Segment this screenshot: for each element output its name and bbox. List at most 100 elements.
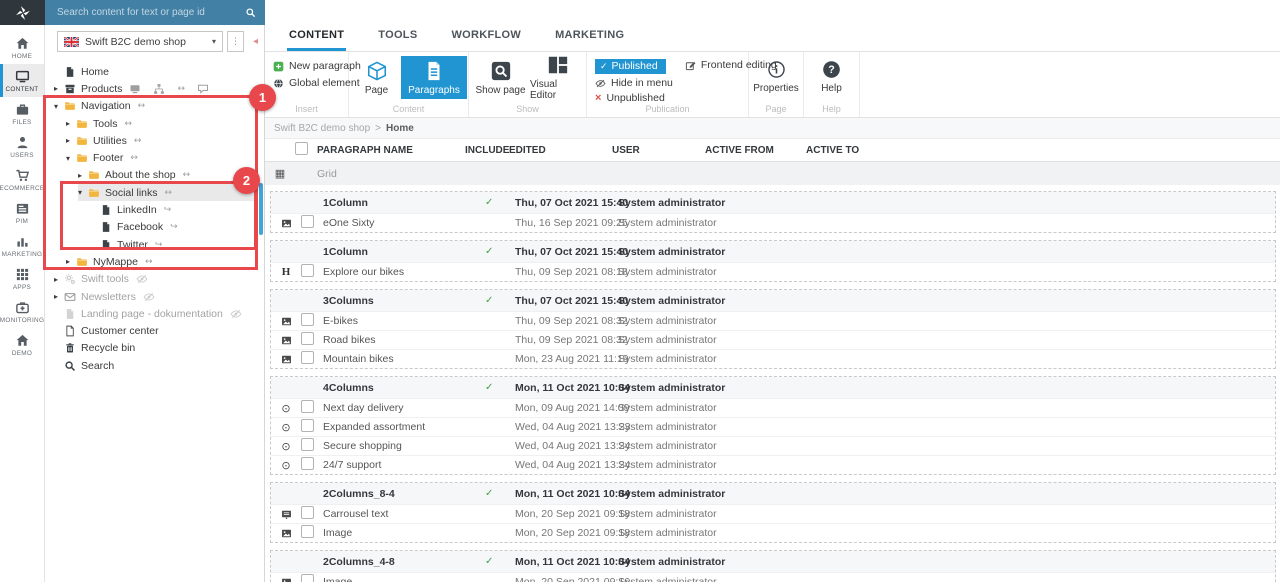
- paragraph-row-mountain-bikes[interactable]: Mountain bikes Mon, 23 Aug 2021 11:19 Sy…: [271, 349, 1275, 368]
- collapse-panel-icon[interactable]: ◂: [253, 36, 259, 47]
- search-input[interactable]: [57, 7, 245, 18]
- sidebar-item-users[interactable]: USERS: [0, 130, 44, 163]
- paragraphs-button[interactable]: Paragraphs: [401, 56, 467, 99]
- tree-item-nymappe[interactable]: ▸ NyMappe ↔: [66, 255, 153, 268]
- breadcrumb-site[interactable]: Swift B2C demo shop: [274, 122, 371, 134]
- tree-item-swift-tools[interactable]: ▸ Swift tools: [54, 271, 254, 288]
- paragraph-row-road-bikes[interactable]: Road bikes Thu, 09 Sep 2021 08:32 System…: [271, 330, 1275, 349]
- sidebar-item-marketing[interactable]: MARKETING: [0, 229, 44, 262]
- show-page-button[interactable]: Show page: [473, 56, 528, 99]
- sidebar-item-demo[interactable]: DEMO: [0, 328, 44, 361]
- grid-row[interactable]: ▦ Grid: [265, 162, 1280, 185]
- published-button[interactable]: ✓ Published: [595, 59, 666, 74]
- select-all-checkbox[interactable]: [295, 142, 308, 155]
- row-checkbox[interactable]: [301, 264, 314, 277]
- tree-item-navigation[interactable]: ▾ Navigation ↔: [54, 100, 146, 113]
- tree-item-customer-center[interactable]: Customer center: [54, 322, 254, 339]
- row-checkbox[interactable]: [301, 332, 314, 345]
- tree-item-search[interactable]: Search: [54, 357, 254, 374]
- sidebar-item-content[interactable]: CONTENT: [0, 64, 44, 97]
- tree-item-twitter[interactable]: Twitter ↪: [90, 236, 254, 253]
- group-header-row[interactable]: 4Columns ✓ Mon, 11 Oct 2021 10:04 System…: [271, 377, 1275, 398]
- paragraph-row-explore-our-bikes[interactable]: H Explore our bikes Thu, 09 Sep 2021 08:…: [271, 262, 1275, 281]
- row-checkbox[interactable]: [301, 574, 314, 582]
- tab-marketing[interactable]: MARKETING: [555, 29, 625, 41]
- tree-item-social-links[interactable]: ▾ Social links ↔: [78, 184, 254, 202]
- site-options-button[interactable]: ⋮: [227, 31, 244, 52]
- tree-item-home[interactable]: Home: [54, 63, 254, 80]
- row-checkbox[interactable]: [301, 457, 314, 470]
- col-active-from[interactable]: ACTIVE FROM: [705, 144, 774, 156]
- paragraph-row-expanded-assortment[interactable]: ⊙ Expanded assortment Wed, 04 Aug 2021 1…: [271, 417, 1275, 436]
- paragraph-row-24-7-support[interactable]: ⊙ 24/7 support Wed, 04 Aug 2021 13:24 Sy…: [271, 455, 1275, 474]
- row-checkbox[interactable]: [301, 525, 314, 538]
- help-button[interactable]: ? Help: [804, 52, 859, 94]
- row-checkbox[interactable]: [301, 419, 314, 432]
- tree-item-recycle-bin[interactable]: Recycle bin: [54, 340, 254, 357]
- chevron-right-icon[interactable]: ▸: [66, 136, 71, 146]
- sidebar-item-ecommerce[interactable]: ECOMMERCE: [0, 163, 44, 196]
- chevron-right-icon[interactable]: ▸: [54, 84, 59, 94]
- paragraph-row-eone-sixty[interactable]: eOne Sixty Thu, 16 Sep 2021 09:25 System…: [271, 213, 1275, 232]
- paragraph-row-e-bikes[interactable]: E-bikes Thu, 09 Sep 2021 08:32 System ad…: [271, 311, 1275, 330]
- sidebar-item-pim[interactable]: PIM: [0, 196, 44, 229]
- tree-item-newsletters[interactable]: ▸ Newsletters: [54, 288, 254, 305]
- tree-item-products[interactable]: ▸ Products ↔: [54, 80, 254, 97]
- visual-editor-button[interactable]: Visual Editor: [530, 56, 585, 101]
- sidebar-item-apps[interactable]: APPS: [0, 262, 44, 295]
- unpublished-button[interactable]: × Unpublished: [595, 92, 665, 104]
- tab-tools[interactable]: TOOLS: [378, 29, 418, 41]
- row-checkbox[interactable]: [301, 400, 314, 413]
- col-edited[interactable]: EDITED: [509, 144, 546, 156]
- sidebar-item-home[interactable]: HOME: [0, 31, 44, 64]
- col-include[interactable]: INCLUDE: [465, 144, 510, 156]
- row-checkbox[interactable]: [301, 215, 314, 228]
- tree-scrollbar-thumb[interactable]: [259, 183, 263, 235]
- chevron-down-icon[interactable]: ▾: [78, 188, 83, 198]
- tab-content[interactable]: CONTENT: [287, 22, 347, 51]
- chevron-right-icon[interactable]: ▸: [78, 170, 83, 180]
- col-paragraph-name[interactable]: PARAGRAPH NAME: [317, 144, 413, 156]
- paragraph-row-next-day-delivery[interactable]: ⊙ Next day delivery Mon, 09 Aug 2021 14:…: [271, 398, 1275, 417]
- chevron-right-icon[interactable]: ▸: [66, 119, 71, 129]
- group-header-row[interactable]: 1Column ✓ Thu, 07 Oct 2021 15:40 System …: [271, 241, 1275, 262]
- chevron-right-icon[interactable]: ▸: [66, 257, 71, 267]
- chevron-down-icon[interactable]: ▾: [54, 101, 59, 111]
- site-selector-dropdown[interactable]: Swift B2C demo shop ▾: [57, 31, 223, 52]
- frontend-editing-button[interactable]: Frontend editing: [685, 59, 777, 71]
- chevron-right-icon[interactable]: ▸: [54, 292, 59, 301]
- tab-workflow[interactable]: WORKFLOW: [451, 29, 522, 41]
- col-active-to[interactable]: ACTIVE TO: [806, 144, 860, 156]
- sidebar-item-files[interactable]: FILES: [0, 97, 44, 130]
- paragraph-row-secure-shopping[interactable]: ⊙ Secure shopping Wed, 04 Aug 2021 13:24…: [271, 436, 1275, 455]
- group-header-row[interactable]: 2Columns_4-8 ✓ Mon, 11 Oct 2021 10:04 Sy…: [271, 551, 1275, 572]
- group-header-row[interactable]: 3Columns ✓ Thu, 07 Oct 2021 15:40 System…: [271, 290, 1275, 311]
- chevron-right-icon[interactable]: ▸: [54, 274, 59, 284]
- tree-item-tools[interactable]: ▸ Tools ↔: [66, 117, 133, 130]
- paragraph-row-image[interactable]: Image Mon, 20 Sep 2021 09:16 System admi…: [271, 572, 1275, 582]
- tree-item-utilities[interactable]: ▸ Utilities ↔: [66, 134, 142, 147]
- row-checkbox[interactable]: [301, 438, 314, 451]
- group-header-row[interactable]: 1Column ✓ Thu, 07 Oct 2021 15:40 System …: [271, 192, 1275, 213]
- chevron-down-icon[interactable]: ▾: [66, 153, 71, 163]
- global-element-button[interactable]: Global element: [273, 77, 360, 89]
- paragraph-row-carrousel-text[interactable]: Carrousel text Mon, 20 Sep 2021 09:18 Sy…: [271, 504, 1275, 523]
- paragraph-row-image[interactable]: Image Mon, 20 Sep 2021 09:18 System admi…: [271, 523, 1275, 542]
- group-header-row[interactable]: 2Columns_8-4 ✓ Mon, 11 Oct 2021 10:04 Sy…: [271, 483, 1275, 504]
- properties-button[interactable]: Properties: [749, 52, 803, 94]
- page-button[interactable]: Page: [354, 56, 399, 99]
- dynamicweb-logo[interactable]: [0, 0, 45, 25]
- hide-in-menu-button[interactable]: Hide in menu: [595, 77, 673, 89]
- tree-item-footer[interactable]: ▾ Footer ↔: [66, 152, 138, 165]
- tree-item-linkedin[interactable]: LinkedIn ↪: [90, 201, 254, 218]
- sidebar-item-monitoring[interactable]: MONITORING: [0, 295, 44, 328]
- search-icon[interactable]: [245, 7, 256, 18]
- tree-item-landing-page-dokumentation[interactable]: Landing page - dokumentation: [54, 305, 254, 322]
- row-checkbox[interactable]: [301, 313, 314, 326]
- tree-item-facebook[interactable]: Facebook ↪: [90, 219, 254, 236]
- new-paragraph-button[interactable]: New paragraph: [273, 60, 361, 72]
- col-user[interactable]: USER: [612, 144, 640, 156]
- row-checkbox[interactable]: [301, 351, 314, 364]
- tree-item-about-the-shop[interactable]: ▸ About the shop ↔: [78, 169, 191, 182]
- row-checkbox[interactable]: [301, 506, 314, 519]
